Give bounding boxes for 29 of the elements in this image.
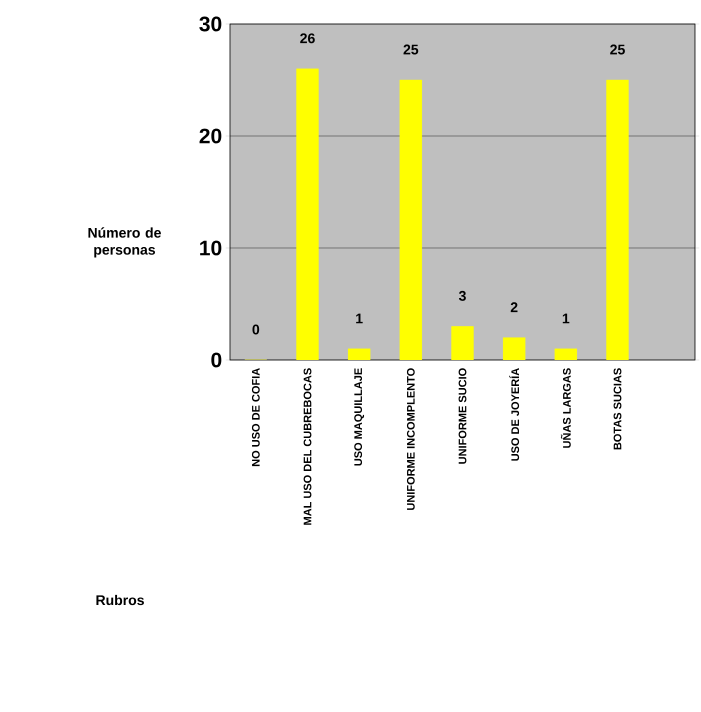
y-tick-label: 0 [211,352,222,368]
data-label: 2 [510,302,518,312]
y-axis-title: Número de personas [88,227,161,258]
x-tick-label: UNIFORME SUCIO [458,368,466,464]
bar [400,80,422,360]
y-tick-label: 20 [200,128,222,144]
data-label: 25 [404,44,418,54]
bar [348,348,370,360]
x-tick-label: BOTAS SUCIAS [614,368,622,450]
x-tick-label: UNIFORME INCOMPLENTO [406,368,415,510]
data-label: 3 [458,290,466,301]
text: Rubros [96,594,144,606]
x-tick-label: USO MAQUILLAJE [354,368,364,466]
y-tick-label: 10 [200,240,222,256]
x-tick-label: USO DE JOYERÍA [509,368,520,461]
bar [554,348,578,360]
data-label: 1 [562,314,570,324]
data-label: 25 [610,44,625,54]
bar [502,337,526,360]
data-label: 1 [356,314,363,324]
bar [606,80,629,360]
data-label: 0 [252,324,260,334]
x-tick-label: MAL USO DEL CUBREBOCAS [304,368,312,525]
bar [296,68,319,360]
bar [451,326,474,360]
data-label: 26 [300,33,315,44]
x-tick-label: NO USO DE COFIA [252,368,260,466]
x-tick-label: UÑAS LARGAS [560,368,571,448]
y-tick-label: 30 [199,16,222,32]
